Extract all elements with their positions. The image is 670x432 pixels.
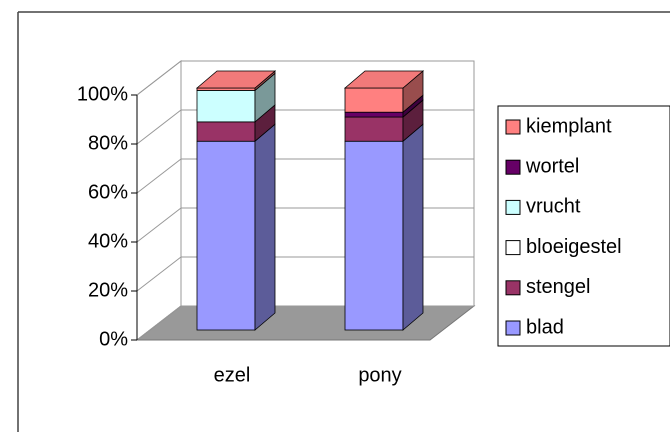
bar-side bbox=[254, 123, 276, 331]
legend-swatch bbox=[505, 280, 521, 296]
legend-label: bloeigestel bbox=[526, 236, 622, 258]
floor bbox=[135, 305, 476, 341]
bar-top bbox=[343, 70, 425, 89]
legend-swatch bbox=[505, 199, 521, 215]
back-wall bbox=[136, 59, 182, 342]
x-tick-label: pony bbox=[358, 364, 401, 386]
legend-label: vrucht bbox=[526, 196, 581, 218]
bar-segment bbox=[344, 116, 404, 142]
legend-label: blad bbox=[526, 316, 564, 338]
bar-segment bbox=[344, 140, 404, 331]
legend-swatch bbox=[505, 240, 521, 256]
y-tick-label: 100% bbox=[77, 83, 128, 105]
legend-swatch bbox=[505, 119, 521, 135]
bar-segment bbox=[196, 90, 256, 123]
y-tick-label: 80% bbox=[88, 132, 128, 154]
y-tick-label: 40% bbox=[88, 230, 128, 252]
legend-label: wortel bbox=[525, 155, 579, 177]
legend-label: kiemplant bbox=[526, 115, 612, 137]
legend-swatch bbox=[505, 320, 521, 336]
y-tick-label: 60% bbox=[88, 181, 128, 203]
y-tick-label: 0% bbox=[99, 328, 128, 350]
grid-line bbox=[136, 60, 474, 96]
legend-label: stengel bbox=[526, 276, 591, 298]
bar-segment bbox=[196, 121, 256, 142]
legend-box bbox=[497, 105, 670, 347]
bar-side bbox=[402, 123, 424, 331]
bar-segment bbox=[344, 111, 404, 118]
bar-top bbox=[195, 70, 277, 89]
bar-segment bbox=[344, 87, 404, 113]
legend-swatch bbox=[505, 159, 521, 175]
x-tick-label: ezel bbox=[214, 364, 251, 386]
bar-segment bbox=[196, 140, 256, 331]
y-tick-label: 20% bbox=[88, 279, 128, 301]
